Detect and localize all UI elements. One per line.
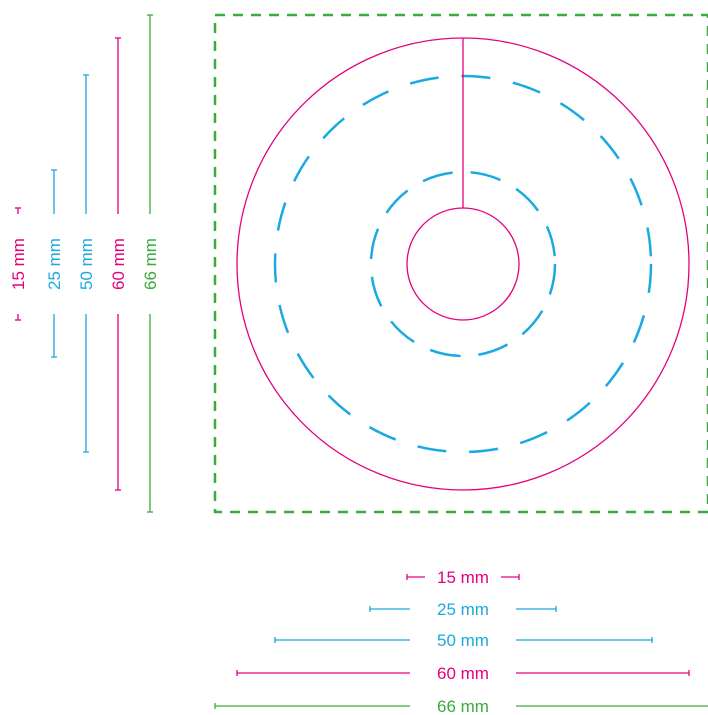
hdim-25mm — [369, 606, 557, 612]
hdim-50mm-label: 50 mm — [437, 631, 489, 650]
center-hole-15mm — [406, 207, 520, 321]
hdim-60mm-label: 60 mm — [437, 664, 489, 683]
vdim-15mm — [15, 207, 21, 321]
hdim-66mm — [214, 703, 708, 709]
outer-square-66mm — [213, 13, 708, 514]
vdim-50mm — [83, 74, 89, 453]
template-drawing — [213, 13, 708, 514]
hdim-15mm — [406, 574, 520, 580]
vdim-50mm-label: 50 mm — [77, 238, 96, 290]
hdim-50mm — [274, 637, 653, 643]
hdim-66mm-label: 66 mm — [437, 697, 489, 715]
vdim-25mm-label: 25 mm — [45, 238, 64, 290]
vertical-dimensions: 15 mm 25 mm 50 mm 60 mm — [9, 14, 160, 513]
hdim-25mm-label: 25 mm — [437, 600, 489, 619]
vdim-60mm — [115, 37, 121, 491]
hdim-60mm — [236, 670, 690, 676]
vdim-66mm — [147, 14, 153, 513]
hdim-15mm-label: 15 mm — [437, 568, 489, 587]
vdim-25mm — [51, 169, 57, 358]
guide-circle-25mm — [369, 170, 557, 358]
vdim-66mm-label: 66 mm — [141, 238, 160, 290]
horizontal-dimensions: 15 mm 25 mm 50 mm 60 mm — [214, 568, 708, 715]
vdim-60mm-label: 60 mm — [109, 238, 128, 290]
vdim-15mm-label: 15 mm — [9, 238, 28, 290]
